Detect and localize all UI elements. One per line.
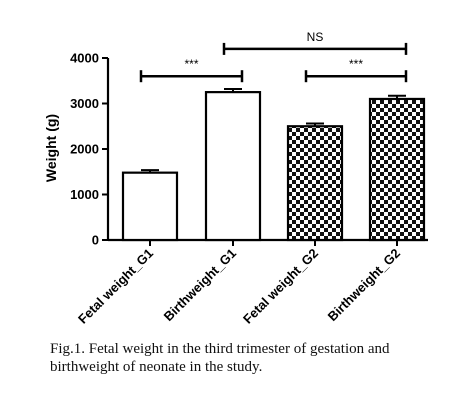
bars — [121, 87, 426, 242]
bar — [204, 91, 262, 242]
y-tick-label: 0 — [92, 233, 99, 248]
bar — [286, 125, 344, 242]
y-tick-label: 3000 — [70, 96, 99, 111]
significance-label: NS — [307, 30, 324, 44]
x-axis: Fetal weight_G1 Birthweight_G1 Fetal weigh… — [75, 238, 428, 327]
x-category-label: Birthweight_G1 — [161, 246, 240, 325]
significance-label: *** — [184, 57, 198, 71]
x-category-label: Birthweight_G2 — [325, 246, 404, 325]
x-category-label: Fetal weight_G2 — [240, 246, 321, 327]
x-category-label: Fetal weight_G1 — [75, 246, 156, 327]
y-axis-title: Weight (g) — [43, 114, 59, 182]
bar — [121, 171, 179, 242]
y-axis: 0 1000 2000 3000 4000 — [70, 51, 110, 248]
bar — [368, 97, 426, 242]
y-tick-label: 2000 — [70, 142, 99, 157]
significance-brackets: *** NS *** — [139, 30, 408, 83]
significance-label: *** — [349, 57, 363, 71]
y-tick-label: 1000 — [70, 187, 99, 202]
y-tick-label: 4000 — [70, 51, 99, 66]
figure-caption: Fig.1. Fetal weight in the third trimest… — [50, 341, 390, 375]
